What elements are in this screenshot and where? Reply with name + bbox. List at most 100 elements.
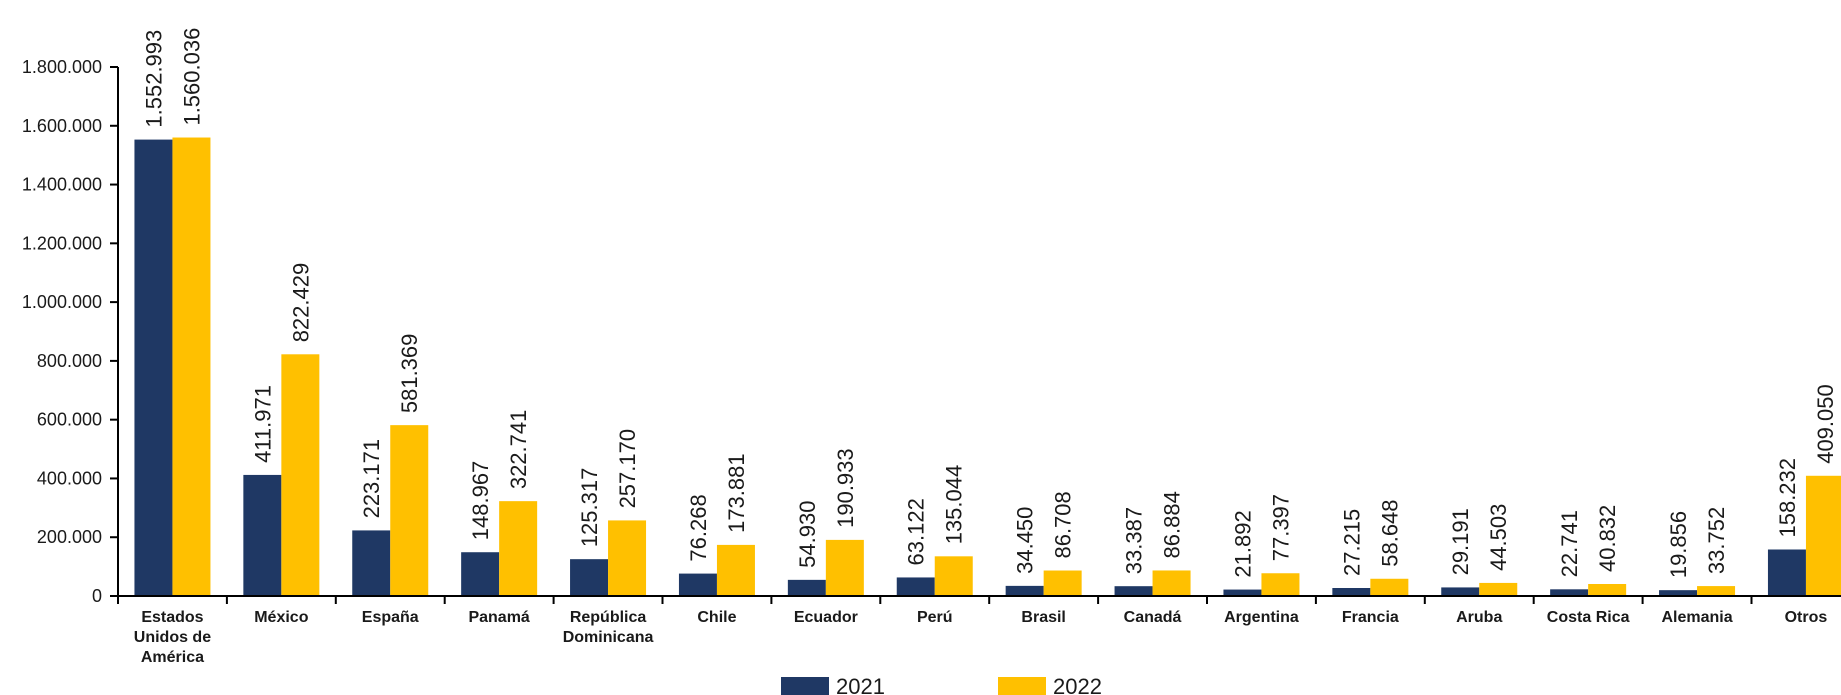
y-tick-label: 0 — [92, 586, 102, 606]
data-label-2021: 148.967 — [468, 461, 493, 541]
x-category-label: Canadá — [1124, 609, 1182, 626]
y-tick-label: 400.000 — [37, 468, 102, 488]
bar-2021 — [1767, 549, 1806, 596]
bar-2021 — [896, 577, 935, 596]
x-category-label-line: Otros — [1785, 609, 1828, 626]
y-tick-label: 1.200.000 — [22, 233, 102, 253]
bar-2021 — [1223, 589, 1262, 596]
data-label-2021: 411.971 — [250, 385, 275, 463]
bar-2021 — [1550, 589, 1589, 596]
bar-2022 — [934, 556, 973, 596]
bar-2022 — [172, 137, 211, 596]
x-axis: Estados Unidos de América México España Panam… — [117, 595, 1841, 666]
y-tick-label: 1.400.000 — [22, 175, 102, 195]
x-category-label-line: Brasil — [1021, 609, 1065, 626]
bar-2021 — [243, 474, 282, 596]
x-category-label-line: Unidos de — [134, 629, 211, 646]
x-category-label: México — [254, 609, 308, 626]
x-category-label-line: Argentina — [1224, 609, 1299, 626]
data-label-2022: 86.884 — [1160, 491, 1185, 558]
x-category-label-line: Dominicana — [563, 629, 654, 646]
bar-2021 — [1005, 585, 1044, 596]
bar-2021 — [1114, 586, 1153, 596]
data-label-2022: 135.044 — [942, 465, 967, 545]
bar-2022 — [825, 539, 864, 596]
x-category-label: Costa Rica — [1547, 609, 1630, 626]
data-label-2022: 40.832 — [1595, 505, 1620, 572]
data-label-2021: 29.191 — [1448, 508, 1473, 575]
bar-2022 — [281, 354, 320, 596]
bar-2022 — [1152, 570, 1191, 596]
bar-2022 — [499, 501, 538, 596]
legend-swatch-2022 — [998, 677, 1046, 695]
data-label-2022: 44.503 — [1486, 504, 1511, 571]
bar-2022 — [390, 425, 429, 596]
data-label-2021: 22.741 — [1557, 510, 1582, 577]
data-label-2021: 76.268 — [686, 494, 711, 561]
x-category-label-line: México — [254, 609, 308, 626]
bar-2021 — [134, 139, 173, 597]
x-category-label: Francia — [1342, 609, 1399, 626]
data-label-2021: 63.122 — [904, 498, 929, 565]
bar-2022 — [1588, 583, 1627, 596]
legend-swatch-2021 — [781, 677, 829, 695]
data-label-2022: 33.752 — [1704, 507, 1729, 574]
bar-2021 — [1441, 587, 1480, 596]
x-category-label: Otros — [1785, 609, 1828, 626]
bar-2021 — [461, 552, 500, 596]
y-tick-label: 800.000 — [37, 351, 102, 371]
x-category-label-line: Chile — [697, 609, 736, 626]
x-category-label: Chile — [697, 609, 736, 626]
x-category-label: Perú — [917, 609, 953, 626]
data-label-2022: 822.429 — [288, 263, 313, 343]
data-label-2021: 223.171 — [359, 439, 384, 519]
x-category-label-line: Perú — [917, 609, 953, 626]
bar-2022 — [1043, 570, 1082, 596]
x-category-label-line: Ecuador — [794, 609, 858, 626]
bar-2022 — [1479, 582, 1518, 596]
x-category-label: Alemania — [1661, 609, 1732, 626]
bar-2021 — [678, 573, 717, 596]
x-category-label: Brasil — [1021, 609, 1065, 626]
bar-2021 — [570, 559, 609, 596]
bar-2021 — [1659, 590, 1698, 596]
data-label-2021: 54.930 — [795, 501, 820, 568]
x-category-label: Panamá — [468, 609, 529, 626]
data-label-2022: 409.050 — [1813, 384, 1838, 464]
x-category-label-line: España — [362, 609, 419, 626]
x-category-label-line: Francia — [1342, 609, 1399, 626]
legend-label-2022: 2022 — [1053, 674, 1102, 695]
y-tick-label: 600.000 — [37, 410, 102, 430]
data-label-2021: 19.856 — [1666, 511, 1691, 578]
bar-2022 — [716, 544, 755, 596]
bar-2022 — [1261, 573, 1300, 596]
data-label-2022: 77.397 — [1268, 494, 1293, 561]
data-label-2021: 27.215 — [1339, 509, 1364, 576]
x-category-label: Argentina — [1224, 609, 1299, 626]
data-label-2021: 1.552.993 — [141, 30, 166, 128]
x-category-label-line: Costa Rica — [1547, 609, 1630, 626]
x-category-label-line: América — [141, 649, 204, 666]
data-label-2022: 86.708 — [1051, 491, 1076, 558]
x-category-label-line: Alemania — [1661, 609, 1732, 626]
y-axis: 0 200.000 400.000 600.000 800.000 1.000.000 1.… — [22, 57, 119, 606]
x-category-label-line: República — [570, 609, 647, 626]
x-category-label-line: Estados — [141, 609, 203, 626]
data-label-2022: 581.369 — [397, 334, 422, 414]
data-label-2022: 190.933 — [833, 448, 858, 528]
data-label-2021: 158.232 — [1775, 458, 1800, 538]
bar-2021 — [1332, 588, 1371, 596]
x-category-label: Ecuador — [794, 609, 858, 626]
data-label-2021: 21.892 — [1230, 510, 1255, 577]
bar-2022 — [1805, 475, 1841, 596]
bars: 1.552.993 1.560.036 411.971 822.429 223.171 5… — [134, 28, 1841, 597]
x-category-label: Estados Unidos de América — [134, 609, 211, 666]
data-label-2022: 322.741 — [506, 410, 531, 490]
bar-2021 — [352, 530, 391, 596]
bar-2022 — [608, 520, 647, 596]
legend: 2021 2022 — [781, 674, 1102, 695]
data-label-2022: 1.560.036 — [179, 28, 204, 126]
y-tick-label: 1.000.000 — [22, 292, 102, 312]
x-category-label: Aruba — [1456, 609, 1502, 626]
data-label-2022: 257.170 — [615, 429, 640, 509]
